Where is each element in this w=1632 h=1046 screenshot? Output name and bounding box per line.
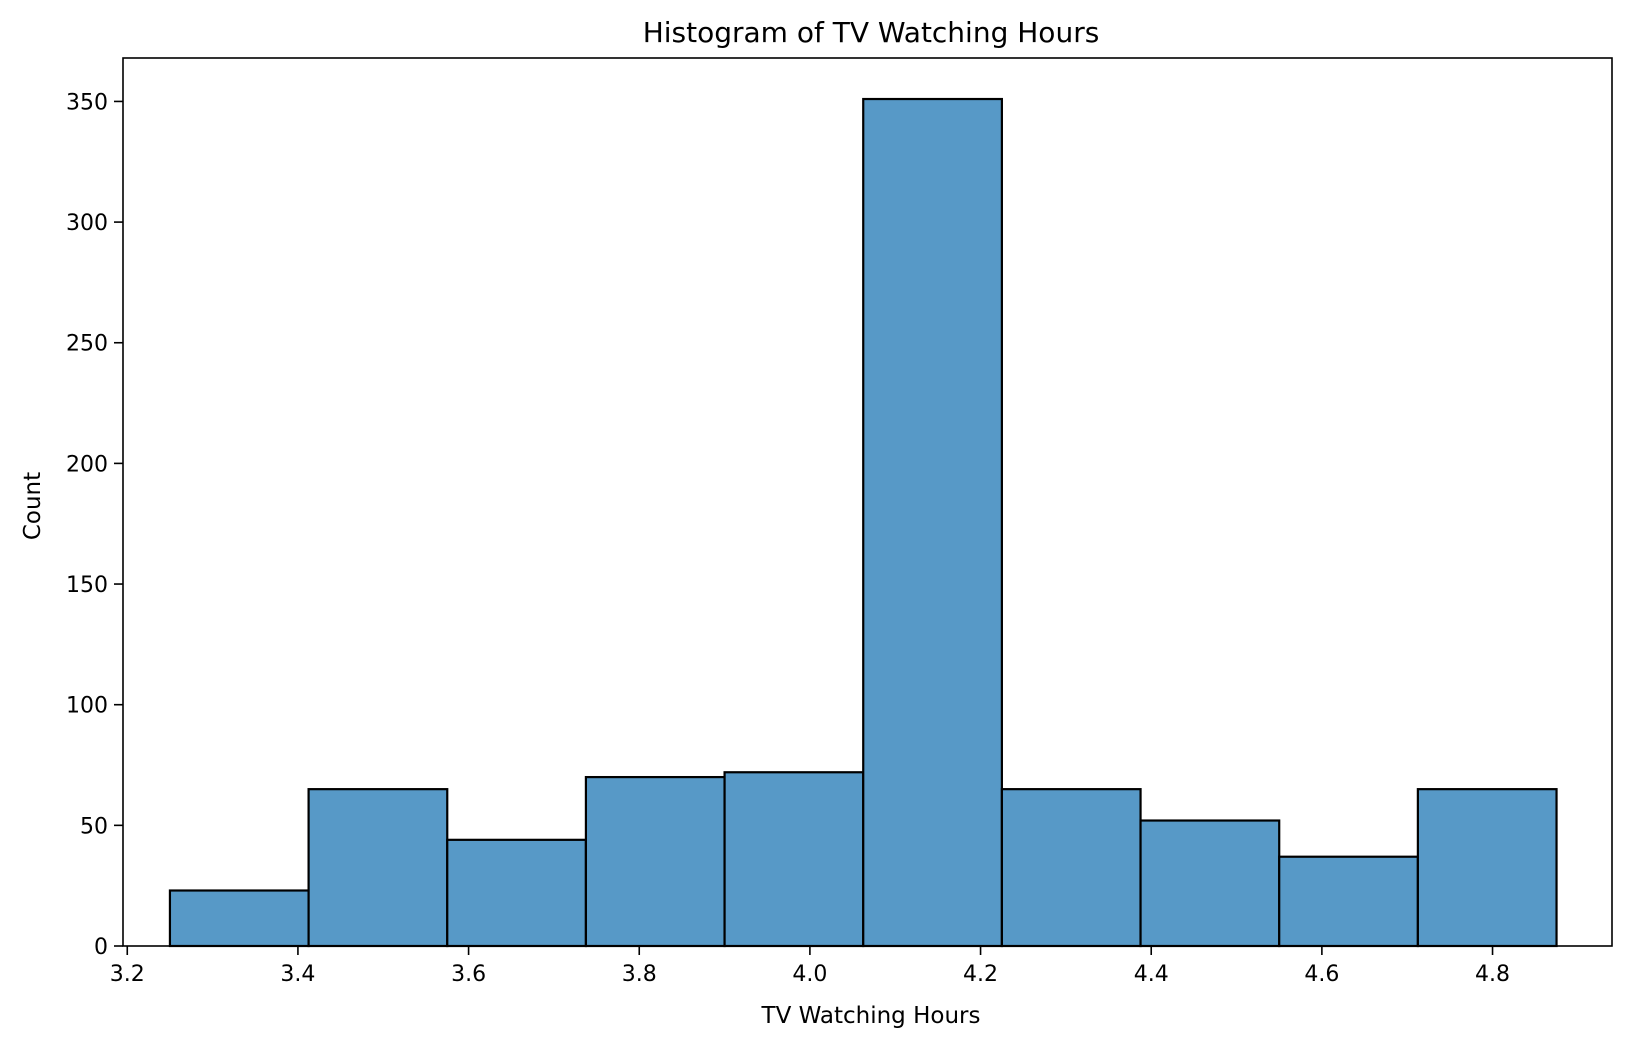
y-tick-label: 50 bbox=[80, 814, 108, 839]
x-axis-label: TV Watching Hours bbox=[761, 1003, 981, 1029]
histogram-bar bbox=[723, 771, 865, 948]
histogram-bar bbox=[1139, 819, 1281, 948]
histogram-bar bbox=[446, 838, 588, 948]
y-tick-label: 100 bbox=[66, 694, 108, 719]
y-tick-label: 300 bbox=[66, 211, 108, 236]
x-tick-label: 3.2 bbox=[110, 962, 145, 987]
y-axis-ticks: 0 50 100 150 200 250 300 350 bbox=[66, 90, 123, 960]
histogram-bar bbox=[168, 889, 310, 948]
bars-group bbox=[168, 97, 1558, 948]
y-axis-label: Count bbox=[20, 472, 46, 540]
x-tick-label: 3.4 bbox=[280, 962, 315, 987]
y-tick-label: 0 bbox=[94, 935, 108, 960]
y-tick-label: 350 bbox=[66, 90, 108, 115]
y-tick-label: 150 bbox=[66, 573, 108, 598]
histogram-bar bbox=[862, 97, 1003, 948]
chart-title: Histogram of TV Watching Hours bbox=[643, 16, 1100, 49]
x-tick-label: 4.8 bbox=[1475, 962, 1510, 987]
x-tick-label: 3.8 bbox=[622, 962, 657, 987]
x-axis-ticks: 3.2 3.4 3.6 3.8 4.0 4.2 4.4 4.6 4.8 bbox=[110, 946, 1510, 987]
histogram-bar bbox=[307, 788, 449, 948]
x-tick-label: 4.2 bbox=[963, 962, 998, 987]
plot-frame bbox=[122, 57, 1613, 947]
x-tick-label: 4.0 bbox=[792, 962, 827, 987]
x-tick-label: 3.6 bbox=[451, 962, 486, 987]
histogram-bar bbox=[1278, 855, 1419, 948]
x-tick-label: 4.6 bbox=[1304, 962, 1339, 987]
histogram-bar bbox=[584, 775, 726, 948]
histogram-bar bbox=[1416, 788, 1558, 948]
x-tick-label: 4.4 bbox=[1134, 962, 1169, 987]
y-tick-label: 200 bbox=[66, 452, 108, 477]
histogram-bar bbox=[1000, 788, 1142, 948]
y-tick-label: 250 bbox=[66, 332, 108, 357]
